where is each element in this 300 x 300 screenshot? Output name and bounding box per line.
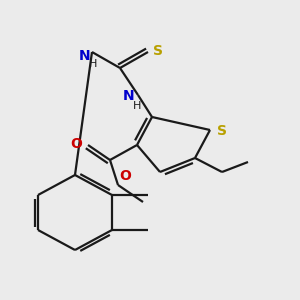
- Text: N: N: [123, 89, 134, 103]
- Text: O: O: [119, 169, 131, 183]
- Text: S: S: [153, 44, 164, 58]
- Text: H: H: [133, 101, 141, 111]
- Text: H: H: [89, 58, 98, 69]
- Text: S: S: [217, 124, 226, 138]
- Text: O: O: [71, 137, 82, 152]
- Text: N: N: [79, 49, 91, 63]
